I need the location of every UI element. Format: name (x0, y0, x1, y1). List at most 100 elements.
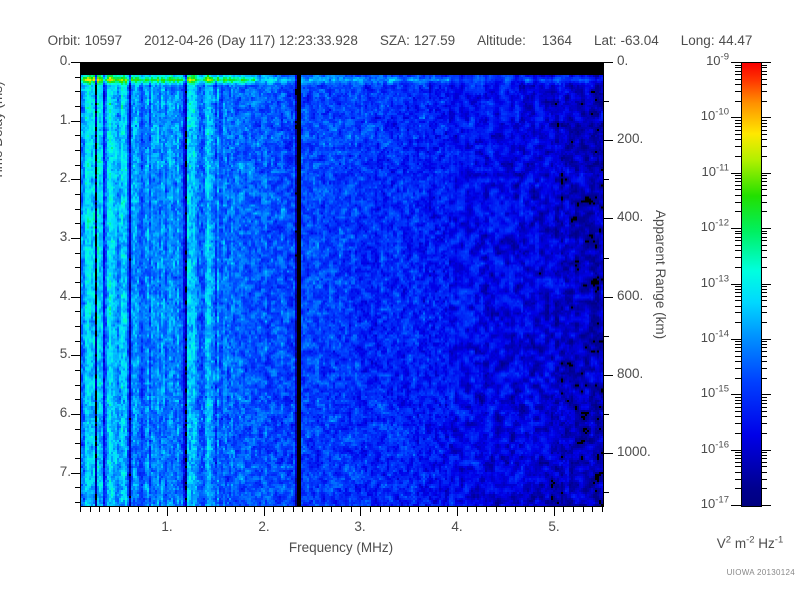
colorbar-tick-label: 10-16 (700, 439, 729, 456)
axis-tick (604, 336, 609, 337)
axis-tick-label: 5. (59, 346, 71, 361)
axis-tick (735, 250, 741, 251)
axis-tick (731, 505, 741, 506)
axis-tick (515, 507, 516, 512)
axis-tick (71, 121, 80, 122)
axis-tick (75, 458, 80, 459)
axis-tick (196, 507, 197, 512)
axis-tick (75, 165, 80, 166)
axis-tick-label: 5. (548, 519, 560, 534)
axis-tick (90, 507, 91, 512)
axis-tick (761, 488, 767, 489)
axis-tick (75, 194, 80, 195)
axis-tick (761, 306, 767, 307)
axis-tick (447, 507, 448, 512)
axis-tick (157, 507, 158, 512)
axis-tick-label: 1. (59, 112, 71, 127)
axis-tick (761, 134, 767, 135)
axis-tick (735, 322, 741, 323)
axis-tick (735, 416, 741, 417)
axis-tick (75, 399, 80, 400)
axis-tick-label: 2. (59, 170, 71, 185)
axis-tick (735, 488, 741, 489)
axis-tick (177, 507, 178, 512)
axis-tick (735, 71, 741, 72)
axis-tick (735, 101, 741, 102)
axis-tick (735, 351, 741, 352)
axis-tick (735, 452, 741, 453)
axis-tick (735, 156, 741, 157)
axis-tick-label: 1000. (617, 444, 651, 459)
axis-tick (761, 250, 767, 251)
axis-tick-label: 3. (59, 229, 71, 244)
axis-tick (761, 173, 771, 174)
axis-tick (75, 267, 80, 268)
axis-tick (71, 414, 80, 415)
axis-tick (735, 361, 741, 362)
axis-tick (761, 257, 767, 258)
axis-tick (761, 403, 767, 404)
axis-tick (735, 233, 741, 234)
axis-tick (735, 433, 741, 434)
axis-tick-label: 800. (617, 366, 644, 381)
axis-tick (592, 507, 593, 512)
axis-tick (273, 507, 274, 512)
axis-tick (604, 179, 609, 180)
colorbar-tick-label: 10-15 (700, 383, 729, 400)
axis-tick-label: 3. (354, 519, 366, 534)
axis-tick (761, 505, 771, 506)
axis-tick (735, 458, 741, 459)
axis-tick-label: 4. (59, 288, 71, 303)
axis-tick (761, 267, 767, 268)
axis-tick (438, 507, 439, 512)
axis-tick (80, 507, 81, 512)
axis-tick (573, 507, 574, 512)
axis-tick (761, 458, 767, 459)
axis-tick (99, 507, 100, 512)
axis-tick (731, 339, 741, 340)
radargram-plot-area (80, 62, 604, 507)
colorbar-tick-label: 10-11 (701, 162, 730, 179)
axis-tick (761, 101, 767, 102)
axis-tick (215, 507, 216, 512)
axis-tick (735, 202, 741, 203)
axis-tick (735, 296, 741, 297)
axis-tick (761, 233, 767, 234)
axis-tick (761, 130, 767, 131)
axis-tick (71, 62, 80, 63)
axis-tick (735, 356, 741, 357)
header-field-datetime: 2012-04-26 (Day 117) 12:23:33.928 (144, 32, 358, 48)
axis-tick (75, 370, 80, 371)
axis-tick (254, 507, 255, 512)
axis-tick (75, 429, 80, 430)
axis-tick (761, 237, 767, 238)
axis-tick (604, 62, 613, 63)
axis-tick (109, 507, 110, 512)
axis-tick (761, 347, 767, 348)
axis-tick (75, 91, 80, 92)
axis-tick (735, 120, 741, 121)
axis-tick (554, 507, 555, 516)
axis-tick (75, 385, 80, 386)
axis-tick (761, 361, 767, 362)
axis-tick (735, 300, 741, 301)
axis-tick (735, 181, 741, 182)
axis-tick (75, 502, 80, 503)
x-axis-title: Frequency (MHz) (288, 540, 394, 555)
axis-tick (75, 106, 80, 107)
axis-tick (761, 240, 767, 241)
axis-tick (735, 211, 741, 212)
axis-tick (71, 179, 80, 180)
axis-tick (602, 507, 603, 512)
axis-tick (75, 443, 80, 444)
axis-tick (534, 507, 535, 512)
axis-tick-label: 0. (59, 53, 71, 68)
axis-tick (761, 296, 767, 297)
axis-tick (735, 306, 741, 307)
axis-tick (418, 507, 419, 512)
colorbar-tick-label: 10-10 (700, 106, 729, 123)
axis-tick (731, 173, 741, 174)
axis-tick (761, 117, 771, 118)
axis-tick (604, 453, 613, 454)
axis-tick (735, 347, 741, 348)
